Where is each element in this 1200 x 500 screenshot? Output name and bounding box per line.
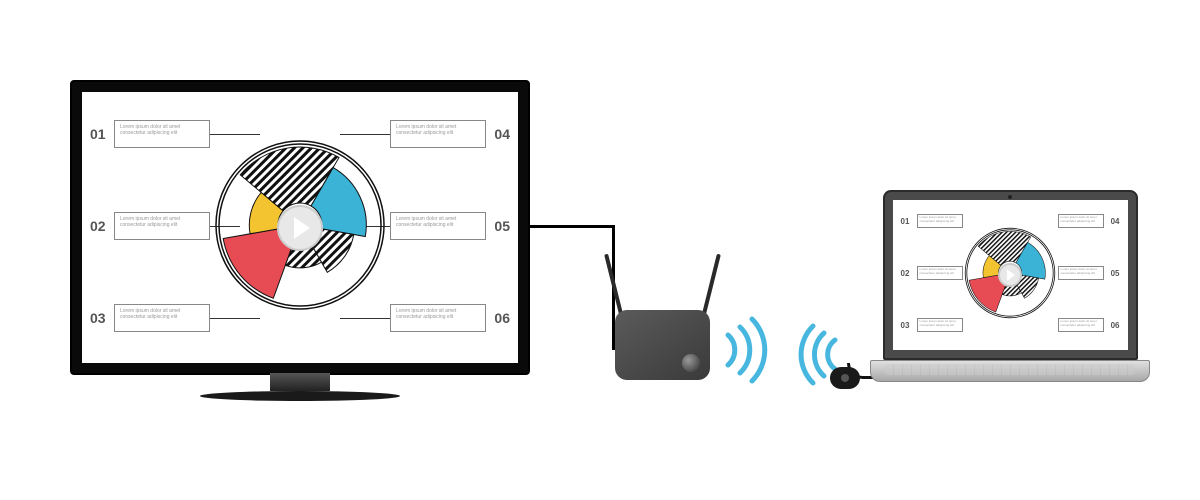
tv-screen: 01 Lorem ipsum dolor sit amet consectetu… — [82, 92, 518, 363]
laptop: 01 Lorem ipsum dolor sit amet consectetu… — [870, 190, 1150, 382]
laptop-screen: 01 Lorem ipsum dolor sit amet consectetu… — [893, 200, 1128, 350]
label-num: 02 — [90, 218, 110, 234]
label-box: Lorem ipsum dolor sit amet consectetur a… — [390, 304, 486, 332]
wireless-receiver — [615, 310, 710, 380]
tv-stand-base — [200, 391, 400, 401]
infographic-large: 01 Lorem ipsum dolor sit amet consectetu… — [82, 92, 518, 363]
tv-monitor: 01 Lorem ipsum dolor sit amet consectetu… — [70, 80, 530, 375]
label-num: 03 — [90, 310, 110, 326]
label-04: 04 Lorem ipsum dolor sit amet consectetu… — [1058, 214, 1120, 228]
label-01: 01 Lorem ipsum dolor sit amet consectetu… — [901, 214, 963, 228]
label-03: 03 Lorem ipsum dolor sit amet consectetu… — [901, 318, 963, 332]
label-06: 06 Lorem ipsum dolor sit amet consectetu… — [1058, 318, 1120, 332]
label-num: 03 — [901, 321, 913, 330]
webcam-icon — [1008, 195, 1012, 199]
label-02: 02 Lorem ipsum dolor sit amet consectetu… — [901, 266, 963, 280]
label-box: Lorem ipsum dolor sit amet consectetur a… — [114, 120, 210, 148]
label-04: 04 Lorem ipsum dolor sit amet consectetu… — [390, 120, 510, 148]
label-box: Lorem ipsum dolor sit amet consectetur a… — [917, 318, 963, 332]
label-02: 02 Lorem ipsum dolor sit amet consectetu… — [90, 212, 210, 240]
label-06: 06 Lorem ipsum dolor sit amet consectetu… — [390, 304, 510, 332]
label-num: 01 — [90, 126, 110, 142]
label-num: 04 — [490, 126, 510, 142]
label-box: Lorem ipsum dolor sit amet consectetur a… — [390, 212, 486, 240]
laptop-base — [870, 360, 1150, 382]
label-box: Lorem ipsum dolor sit amet consectetur a… — [917, 214, 963, 228]
label-05: 05 Lorem ipsum dolor sit amet consectetu… — [1058, 266, 1120, 280]
label-box: Lorem ipsum dolor sit amet consectetur a… — [917, 266, 963, 280]
play-icon — [277, 205, 323, 251]
wifi-signal-icon — [720, 315, 780, 385]
label-num: 04 — [1108, 217, 1120, 226]
play-icon — [998, 263, 1022, 287]
label-num: 06 — [1108, 321, 1120, 330]
laptop-keyboard — [885, 364, 1135, 375]
label-01: 01 Lorem ipsum dolor sit amet consectetu… — [90, 120, 210, 148]
label-num: 05 — [490, 218, 510, 234]
pie-chart — [962, 225, 1058, 326]
label-num: 01 — [901, 217, 913, 226]
tv-stand-neck — [270, 373, 330, 391]
label-05: 05 Lorem ipsum dolor sit amet consectetu… — [390, 212, 510, 240]
label-box: Lorem ipsum dolor sit amet consectetur a… — [114, 212, 210, 240]
label-num: 05 — [1108, 269, 1120, 278]
label-box: Lorem ipsum dolor sit amet consectetur a… — [390, 120, 486, 148]
label-num: 06 — [490, 310, 510, 326]
label-box: Lorem ipsum dolor sit amet consectetur a… — [1058, 214, 1104, 228]
receiver-body — [615, 310, 710, 380]
laptop-lid: 01 Lorem ipsum dolor sit amet consectetu… — [883, 190, 1138, 360]
wireless-presentation-diagram: 01 Lorem ipsum dolor sit amet consectetu… — [0, 0, 1200, 500]
label-box: Lorem ipsum dolor sit amet consectetur a… — [1058, 318, 1104, 332]
label-03: 03 Lorem ipsum dolor sit amet consectetu… — [90, 304, 210, 332]
label-box: Lorem ipsum dolor sit amet consectetur a… — [114, 304, 210, 332]
pie-chart — [210, 135, 390, 320]
label-box: Lorem ipsum dolor sit amet consectetur a… — [1058, 266, 1104, 280]
dongle-body — [830, 367, 860, 389]
label-num: 02 — [901, 269, 913, 278]
wireless-dongle — [830, 367, 860, 389]
infographic-small: 01 Lorem ipsum dolor sit amet consectetu… — [893, 200, 1128, 350]
hdmi-cable — [530, 225, 615, 228]
